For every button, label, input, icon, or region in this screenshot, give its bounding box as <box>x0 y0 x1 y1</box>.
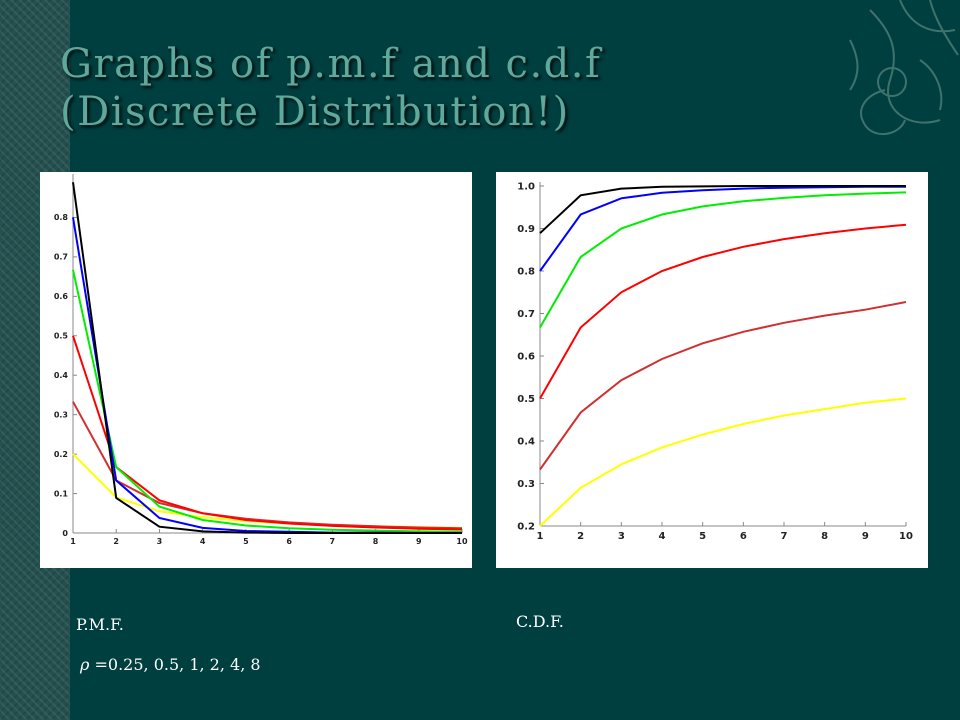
floral-ornament-icon <box>849 0 959 135</box>
pmf-x-tick-label: 1 <box>70 537 76 546</box>
cdf-y-tick-label: 0.3 <box>517 479 535 490</box>
slide-title-line-1: Graphs of p.m.f and c.d.f <box>60 41 602 87</box>
pmf-series-line-3 <box>72 335 463 531</box>
pmf-series-line-4 <box>72 269 463 533</box>
cdf-x-tick-label: 10 <box>899 531 913 542</box>
pmf-chart-panel: 0 0.1 0.2 0.3 0.4 0.5 0.6 0.7 0.8 1 2 3 4 5 6 7 8 9 10 <box>40 172 472 568</box>
pmf-series-line-1 <box>72 453 463 529</box>
pmf-y-tick-label: 0.5 <box>54 332 69 341</box>
cdf-x-tick-label: 6 <box>740 531 747 542</box>
cdf-chart: 0.2 0.3 0.4 0.5 0.6 0.7 0.8 0.9 1.0 1 2 3 4 5 6 7 8 9 10 <box>517 182 913 543</box>
cdf-series-line-5 <box>539 185 906 272</box>
pmf-series-line-6 <box>72 182 462 534</box>
pmf-x-tick-label: 7 <box>330 537 336 546</box>
cdf-x-tick-label: 9 <box>862 531 869 542</box>
cdf-series-line-1 <box>539 397 907 527</box>
cdf-y-tick-label: 0.5 <box>517 394 535 405</box>
cdf-y-tick-label: 0.4 <box>517 437 535 448</box>
pmf-x-tick-label: 2 <box>113 537 119 546</box>
cdf-caption: C.D.F. <box>516 612 564 631</box>
cdf-y-tick-label: 1.0 <box>517 182 535 193</box>
cdf-x-tick-label: 2 <box>577 531 584 542</box>
cdf-y-tick-label: 0.2 <box>517 522 535 533</box>
pmf-y-tick-label: 0.2 <box>54 450 68 459</box>
pmf-x-tick-label: 6 <box>286 537 292 546</box>
cdf-x-tick-label: 5 <box>699 531 706 542</box>
rho-values: =0.25, 0.5, 1, 2, 4, 8 <box>89 655 261 674</box>
pmf-y-tick-label: 0.3 <box>54 410 68 419</box>
cdf-x-tick-label: 4 <box>659 531 666 542</box>
pmf-y-tick-label: 0.4 <box>54 371 69 380</box>
cdf-y-tick-label: 0.8 <box>517 267 535 278</box>
pmf-x-tick-label: 9 <box>416 537 422 546</box>
cdf-y-tick-label: 0.9 <box>517 224 535 235</box>
pmf-x-tick-label: 10 <box>456 537 468 546</box>
pmf-y-tick-label: 0.8 <box>54 213 69 222</box>
cdf-series-line-4 <box>539 191 907 328</box>
pmf-y-tick-label: 0.7 <box>54 253 68 262</box>
cdf-series-line-6 <box>539 185 906 234</box>
pmf-y-tick-label: 0 <box>62 529 68 538</box>
cdf-series-line-2 <box>539 301 907 471</box>
cdf-x-tick-label: 7 <box>781 531 788 542</box>
cdf-x-tick-label: 8 <box>821 531 828 542</box>
cdf-series-line-3 <box>539 223 907 399</box>
pmf-y-tick-label: 0.1 <box>54 489 69 498</box>
pmf-series-line-5 <box>72 217 462 534</box>
cdf-x-tick-label: 3 <box>618 531 625 542</box>
pmf-series-line-2 <box>72 401 463 530</box>
cdf-chart-panel: 0.2 0.3 0.4 0.5 0.6 0.7 0.8 0.9 1.0 1 2 3 4 5 6 7 8 9 10 <box>496 172 928 568</box>
pmf-y-tick-label: 0.6 <box>54 292 69 301</box>
pmf-caption: P.M.F. <box>76 615 124 634</box>
pmf-x-tick-label: 5 <box>243 537 249 546</box>
pmf-x-tick-label: 3 <box>157 537 163 546</box>
rho-values-line: ρ =0.25, 0.5, 1, 2, 4, 8 <box>80 655 261 674</box>
slide-title-line-2: (Discrete Distribution!) <box>60 89 570 135</box>
cdf-x-tick-label: 1 <box>537 531 544 542</box>
slide-title: Graphs of p.m.f and c.d.f (Discrete Dist… <box>60 40 840 136</box>
cdf-y-tick-label: 0.7 <box>517 309 535 320</box>
cdf-y-tick-label: 0.6 <box>517 352 535 363</box>
rho-symbol: ρ <box>80 655 90 674</box>
pmf-x-tick-label: 4 <box>200 537 206 546</box>
pmf-chart: 0 0.1 0.2 0.3 0.4 0.5 0.6 0.7 0.8 1 2 3 4 5 6 7 8 9 10 <box>54 174 468 546</box>
pmf-x-tick-label: 8 <box>373 537 379 546</box>
